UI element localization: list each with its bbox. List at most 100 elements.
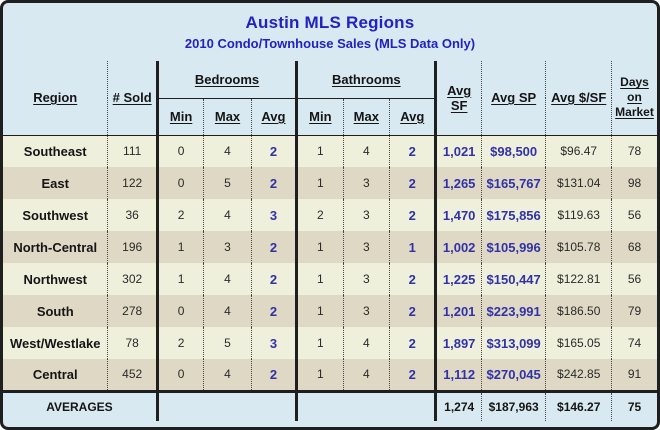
cell-bath-min: 1	[296, 263, 344, 295]
table-header: Region # Sold Bedrooms Bathrooms Avg SF …	[3, 61, 657, 136]
table-row: East 122 0 5 2 1 3 2 1,265 $165,767 $131.04 98	[3, 167, 657, 199]
table-row: South 278 0 4 2 1 3 2 1,201 $223,991 $186.50 79	[3, 295, 657, 327]
col-header-avg-psf: Avg $/SF	[545, 61, 613, 136]
header-sub-row: Min Max Avg Min Max Avg	[3, 98, 657, 136]
cell-avg-sp: $270,045	[481, 359, 547, 391]
cell-bed-min: 0	[157, 135, 205, 167]
col-header-bed-max: Max	[203, 98, 252, 136]
table-body: Southeast 111 0 4 2 1 4 2 1,021 $98,500 $96.47 78 Ea…	[3, 135, 657, 391]
cell-sold: 302	[107, 263, 159, 295]
cell-bed-avg: 3	[251, 199, 299, 231]
cell-avg-sf: 1,201	[435, 295, 482, 327]
cell-bed-min: 0	[157, 167, 205, 199]
page-subtitle: 2010 Condo/Townhouse Sales (MLS Data Onl…	[184, 36, 476, 51]
cell-avg-sp: $150,447	[481, 263, 547, 295]
cell-bath-max: 4	[343, 135, 391, 167]
cell-sold: 122	[107, 167, 159, 199]
table-row: Southwest 36 2 4 3 2 3 2 1,470 $175,856 $119.63 56	[3, 199, 657, 231]
cell-bath-avg: 2	[389, 295, 438, 327]
col-header-avg-sf: Avg SF	[435, 61, 482, 136]
col-header-bed-min: Min	[157, 98, 205, 136]
header-group-row: Region # Sold Bedrooms Bathrooms Avg SF …	[3, 61, 657, 136]
col-header-region: Region	[3, 61, 109, 136]
cell-avg-sf: 1,002	[435, 231, 482, 263]
table-row: Northwest 302 1 4 2 1 3 2 1,225 $150,447 $122.81 56	[3, 263, 657, 295]
cell-bath-max: 4	[343, 327, 391, 359]
cell-avg-psf: $122.81	[545, 263, 613, 295]
cell-avg-sf: 1,112	[435, 359, 482, 391]
col-header-avg-sp: Avg SP	[481, 61, 547, 136]
col-header-bed-avg: Avg	[251, 98, 299, 136]
cell-region: North-Central	[3, 231, 109, 263]
cell-bath-avg: 2	[389, 167, 438, 199]
cell-sold: 196	[107, 231, 159, 263]
col-header-bath-avg: Avg	[389, 98, 438, 136]
cell-days: 68	[611, 231, 657, 263]
cell-days: 91	[611, 359, 657, 391]
cell-avg-psf: $105.78	[545, 231, 613, 263]
cell-bed-avg: 2	[251, 167, 299, 199]
cell-bed-min: 1	[157, 231, 205, 263]
cell-avg-psf: $96.47	[545, 135, 613, 167]
cell-sold: 111	[107, 135, 159, 167]
averages-days: 75	[611, 389, 657, 421]
cell-avg-sp: $313,099	[481, 327, 547, 359]
cell-bath-max: 3	[343, 231, 391, 263]
cell-bed-max: 4	[203, 295, 252, 327]
averages-bathrooms-empty	[296, 389, 438, 421]
cell-avg-psf: $186.50	[545, 295, 613, 327]
cell-bed-max: 5	[203, 327, 252, 359]
cell-region: South	[3, 295, 109, 327]
cell-bath-max: 3	[343, 167, 391, 199]
averages-avg-sp: $187,963	[481, 389, 547, 421]
cell-bath-max: 3	[343, 295, 391, 327]
cell-days: 74	[611, 327, 657, 359]
cell-bed-max: 4	[203, 199, 252, 231]
col-header-days: Days on Market	[611, 61, 657, 136]
sales-table: Region # Sold Bedrooms Bathrooms Avg SF …	[3, 61, 657, 421]
table-row: Southeast 111 0 4 2 1 4 2 1,021 $98,500 $96.47 78	[3, 135, 657, 167]
cell-bed-max: 4	[203, 263, 252, 295]
cell-bed-avg: 3	[251, 327, 299, 359]
cell-days: 98	[611, 167, 657, 199]
cell-avg-sf: 1,470	[435, 199, 482, 231]
cell-avg-sf: 1,265	[435, 167, 482, 199]
averages-avg-sf: 1,274	[435, 389, 482, 421]
cell-avg-sp: $223,991	[481, 295, 547, 327]
col-header-bath-min: Min	[296, 98, 344, 136]
cell-bath-avg: 2	[389, 359, 438, 391]
averages-bedrooms-empty	[157, 389, 299, 421]
cell-avg-sp: $175,856	[481, 199, 547, 231]
cell-bed-max: 3	[203, 231, 252, 263]
cell-avg-sp: $105,996	[481, 231, 547, 263]
table-row: Central 452 0 4 2 1 4 2 1,112 $270,045 $242.85 91	[3, 359, 657, 391]
cell-avg-sf: 1,225	[435, 263, 482, 295]
cell-bath-avg: 2	[389, 263, 438, 295]
cell-region: Northwest	[3, 263, 109, 295]
cell-bed-avg: 2	[251, 359, 299, 391]
cell-bed-min: 2	[157, 327, 205, 359]
cell-bath-max: 3	[343, 263, 391, 295]
cell-region: Southwest	[3, 199, 109, 231]
cell-avg-psf: $119.63	[545, 199, 613, 231]
cell-bath-min: 1	[296, 295, 344, 327]
cell-bed-avg: 2	[251, 135, 299, 167]
cell-sold: 452	[107, 359, 159, 391]
table-row: West/Westlake 78 2 5 3 1 4 2 1,897 $313,099 $165.0…	[3, 327, 657, 359]
table-row: North-Central 196 1 3 2 1 3 1 1,002 $105,996 $105.…	[3, 231, 657, 263]
averages-row: AVERAGES 1,274 $187,963 $146.27 75	[3, 389, 657, 421]
cell-avg-psf: $131.04	[545, 167, 613, 199]
cell-days: 56	[611, 199, 657, 231]
cell-bed-avg: 2	[251, 263, 299, 295]
cell-days: 79	[611, 295, 657, 327]
cell-bath-min: 1	[296, 167, 344, 199]
cell-bed-min: 0	[157, 295, 205, 327]
cell-sold: 78	[107, 327, 159, 359]
col-group-bathrooms: Bathrooms	[296, 61, 438, 99]
cell-sold: 36	[107, 199, 159, 231]
col-header-bath-max: Max	[343, 98, 391, 136]
cell-bath-avg: 2	[389, 327, 438, 359]
cell-bath-avg: 1	[389, 231, 438, 263]
cell-bath-min: 1	[296, 135, 344, 167]
averages-avg-psf: $146.27	[545, 389, 613, 421]
